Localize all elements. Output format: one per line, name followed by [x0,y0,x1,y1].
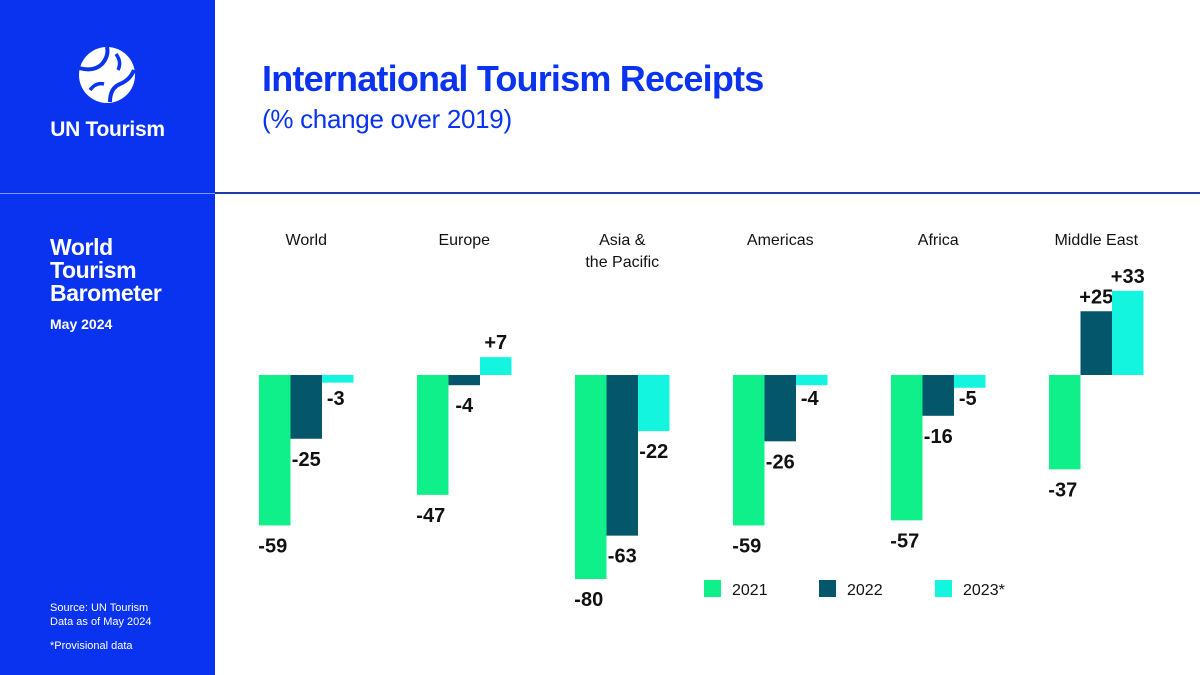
sidebar: UN Tourism World Tourism Barometer May 2… [0,0,215,675]
value-label: -63 [608,546,637,568]
bar-2022-americas [764,375,796,442]
source-line: Source: UN Tourism [50,602,149,614]
region-label: Middle East [1054,232,1138,249]
bar-2022-asia-the-pacific [606,375,638,536]
value-label: -57 [890,530,919,552]
legend-label-2023: 2023* [963,582,1005,599]
legend-label-2022: 2022 [847,582,883,599]
value-label: -59 [258,535,287,557]
bar-2021-asia-the-pacific [575,375,607,579]
region-label: Americas [747,232,814,249]
legend-label-2021: 2021 [732,582,768,599]
header-divider [215,192,1200,194]
value-label: -4 [801,388,820,410]
bar-2023-europe [480,357,512,375]
bar-2023-americas [796,375,828,386]
value-label: -16 [924,426,953,448]
value-label: -26 [766,451,795,473]
bar-chart: World -59 -25 -3 Europe -47 -4 +7 Asia & the Paci… [258,232,1145,611]
bar-2022-world [290,375,322,439]
region-label: the Pacific [585,254,659,271]
legend-swatch-2021 [704,580,721,597]
bar-2021-middle-east [1049,375,1081,470]
value-label: -3 [327,388,345,410]
value-label: +33 [1111,266,1145,288]
report-date: May 2024 [50,316,113,332]
value-label: -80 [574,589,603,611]
region-label: World [286,232,328,249]
bar-2022-europe [448,375,480,386]
bar-2021-europe [417,375,449,495]
region-label: Africa [918,232,959,249]
legend-swatch-2023 [935,580,952,597]
un-tourism-logo-icon [78,46,136,103]
value-label: +7 [484,332,507,354]
sidebar-divider [0,193,215,194]
bar-2022-middle-east [1080,311,1112,375]
bar-2023-asia-the-pacific [638,375,670,432]
report-title: World Tourism Barometer [50,234,162,306]
value-label: -4 [455,395,474,417]
bar-2023-world [322,375,354,383]
value-label: +25 [1079,286,1113,308]
chart-subtitle: (% change over 2019) [262,104,512,134]
value-label: -47 [416,505,445,527]
logo-block: UN Tourism [0,0,215,192]
provisional-note: *Provisional data [50,640,133,652]
value-label: -25 [292,449,321,471]
value-label: -5 [959,388,977,410]
source-block: Source: UN Tourism Data as of May 2024 [50,601,152,629]
value-label: -59 [732,535,761,557]
brand-name: UN Tourism [50,118,165,141]
bar-2023-africa [954,375,986,388]
data-date-line: Data as of May 2024 [50,616,152,628]
region-label: Asia & [599,232,646,249]
region-label: Europe [438,232,490,249]
value-label: -22 [639,441,668,463]
bar-2021-americas [733,375,765,526]
bar-2023-middle-east [1112,290,1144,375]
bar-2021-africa [891,375,923,521]
chart-title: International Tourism Receipts [262,58,764,99]
value-label: -37 [1048,479,1077,501]
bar-2022-africa [922,375,954,416]
bar-2021-world [259,375,291,526]
legend-swatch-2022 [819,580,836,597]
